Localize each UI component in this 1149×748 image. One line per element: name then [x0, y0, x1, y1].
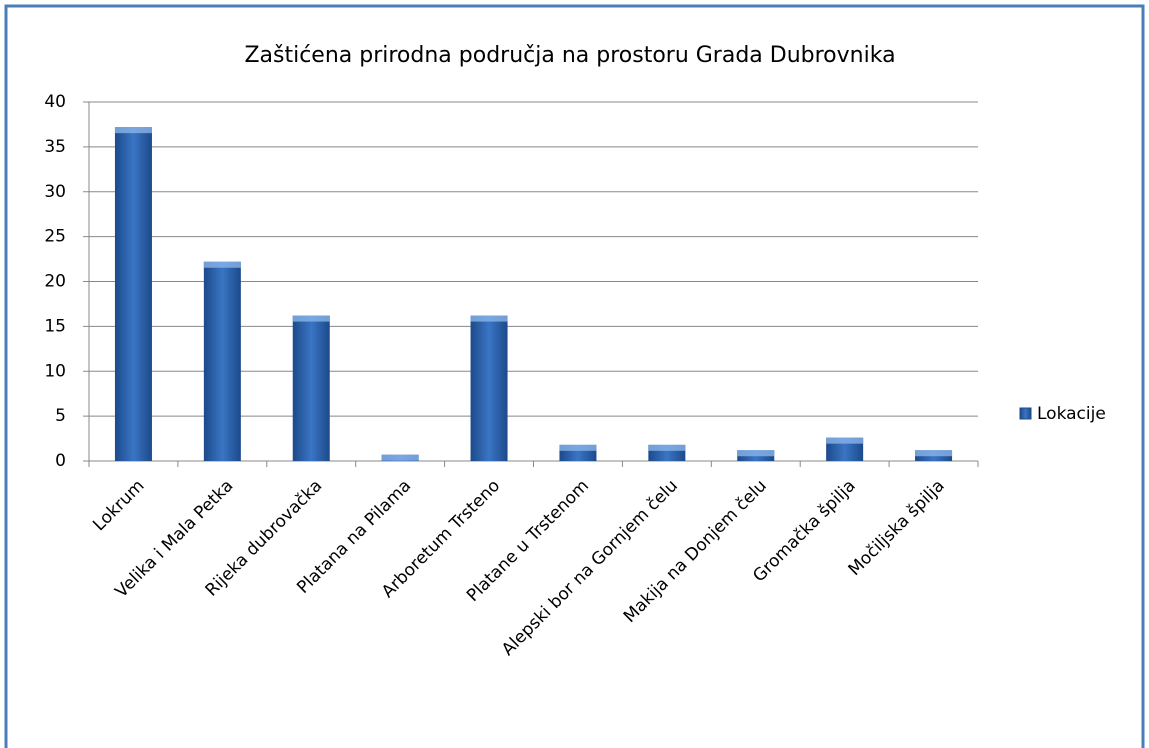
bar-cap — [915, 450, 953, 457]
y-tick-label: 15 — [44, 316, 66, 336]
y-tick-label: 0 — [55, 451, 66, 471]
bar — [203, 261, 241, 461]
y-tick-label: 30 — [44, 182, 66, 202]
y-tick-label: 10 — [44, 361, 66, 381]
bar-cap — [381, 454, 419, 461]
y-tick-label: 40 — [44, 92, 66, 112]
chart-title: Zaštićena prirodna područja na prostoru … — [244, 43, 895, 68]
bar-cap — [737, 450, 775, 457]
bar-cap — [292, 315, 330, 322]
y-tick-label: 35 — [44, 137, 66, 157]
legend-swatch — [1019, 407, 1032, 420]
frame — [4, 4, 1145, 748]
y-tick-label: 25 — [44, 227, 66, 247]
bar-cap — [559, 444, 597, 451]
bar-cap — [648, 444, 686, 451]
bar-cap — [826, 437, 864, 444]
bar-cap — [203, 261, 241, 268]
legend-label: Lokacije — [1037, 404, 1106, 424]
bar-cap — [114, 127, 152, 134]
y-tick-label: 5 — [55, 406, 66, 426]
bar-cap — [470, 315, 508, 322]
bar — [292, 315, 330, 461]
bar — [470, 315, 508, 461]
bar — [114, 127, 152, 461]
y-tick-label: 20 — [44, 272, 66, 292]
